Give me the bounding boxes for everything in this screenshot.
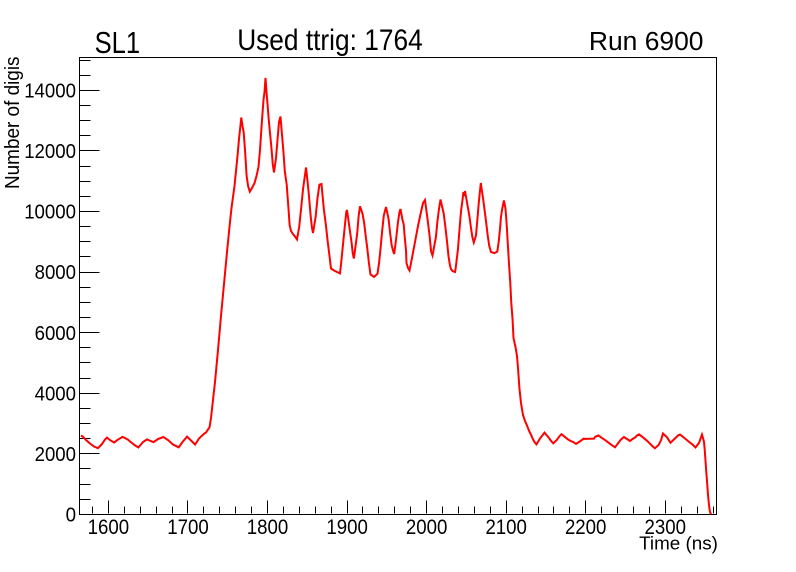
svg-text:2000: 2000 [406, 515, 448, 539]
svg-text:8000: 8000 [35, 262, 76, 284]
svg-text:Used ttrig: 1764: Used ttrig: 1764 [237, 24, 423, 57]
svg-text:Run 6900: Run 6900 [589, 28, 704, 56]
svg-text:2300: 2300 [645, 515, 687, 539]
svg-text:4000: 4000 [35, 383, 76, 405]
svg-text:12000: 12000 [24, 141, 76, 163]
svg-text:Time (ns): Time (ns) [639, 533, 718, 554]
svg-text:6000: 6000 [35, 323, 76, 345]
svg-text:1900: 1900 [326, 515, 368, 539]
svg-text:0: 0 [66, 505, 76, 527]
svg-text:2100: 2100 [485, 515, 527, 539]
svg-text:14000: 14000 [24, 81, 76, 103]
svg-text:SL1: SL1 [95, 25, 141, 60]
svg-text:1700: 1700 [167, 515, 209, 539]
svg-text:10000: 10000 [24, 202, 76, 224]
svg-text:Number of digis: Number of digis [2, 57, 24, 190]
svg-text:1800: 1800 [247, 515, 289, 539]
svg-text:2000: 2000 [35, 444, 76, 466]
svg-text:1600: 1600 [88, 515, 130, 539]
svg-text:2200: 2200 [565, 515, 607, 539]
